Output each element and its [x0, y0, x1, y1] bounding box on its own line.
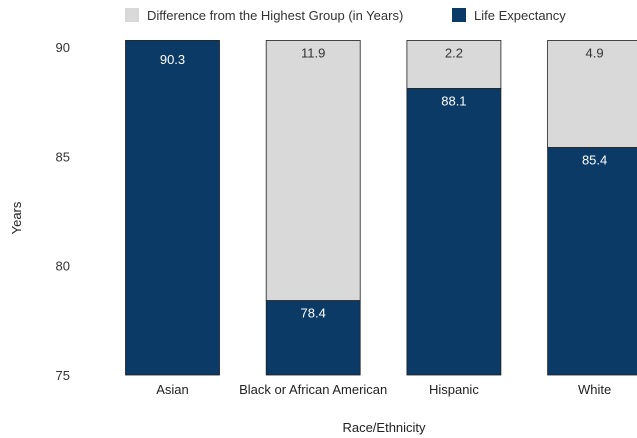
bar-difference-1: [265, 40, 361, 302]
data-label-life-expectancy: 78.4: [301, 306, 326, 321]
bar-life-expectancy-3: [547, 147, 637, 376]
bar-difference-2: [406, 40, 502, 89]
bar-life-expectancy-2: [406, 88, 502, 376]
data-label-life-expectancy: 85.4: [582, 153, 607, 168]
bar-life-expectancy-1: [265, 300, 361, 376]
y-tick-label: 80: [56, 259, 70, 274]
bars-group: 90.3 11.9 78.4 2.2 88.1 4.9 85.4: [125, 40, 637, 376]
x-tick-label: White: [578, 382, 611, 397]
x-tick-label: Black or African American: [239, 382, 387, 397]
x-axis-title: Race/Ethnicity: [342, 420, 426, 435]
legend-swatch: [452, 8, 466, 22]
legend-swatch: [125, 8, 139, 22]
data-label-difference: 2.2: [445, 45, 463, 60]
y-axis-title: Years: [9, 201, 24, 234]
data-label-life-expectancy: 88.1: [441, 94, 466, 109]
bar-life-expectancy-0: [125, 40, 220, 376]
y-tick-label: 85: [56, 149, 70, 164]
data-label-difference: 11.9: [301, 45, 325, 60]
chart-legend: Difference from the Highest Group (in Ye…: [125, 8, 566, 23]
y-axis: 75 80 85 90: [56, 40, 70, 383]
data-label-life-expectancy: 90.3: [160, 52, 185, 67]
legend-label: Life Expectancy: [474, 8, 566, 23]
x-tick-label: Asian: [156, 382, 189, 397]
data-label-difference: 4.9: [586, 45, 604, 60]
legend-label: Difference from the Highest Group (in Ye…: [147, 8, 403, 23]
x-tick-label: Hispanic: [429, 382, 479, 397]
y-tick-label: 90: [56, 40, 70, 55]
x-axis: Asian Black or African American Hispanic Wh…: [156, 382, 611, 397]
y-tick-label: 75: [56, 368, 70, 383]
